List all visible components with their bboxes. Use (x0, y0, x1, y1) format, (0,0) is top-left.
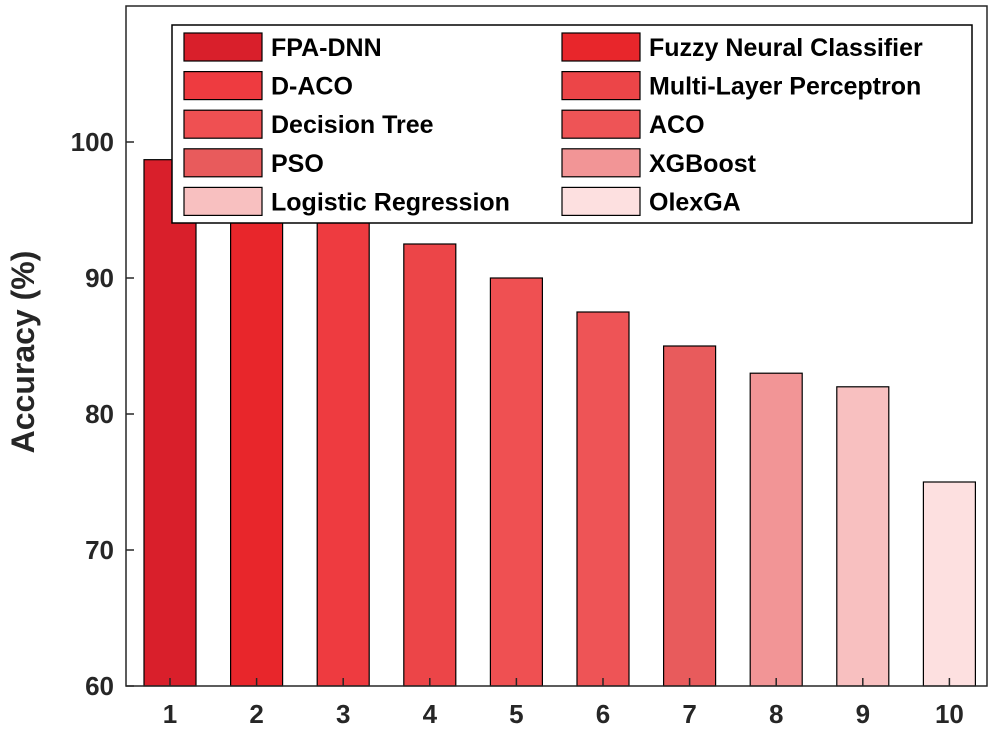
y-axis-title: Accuracy (%) (5, 251, 41, 454)
bar-10 (922, 481, 977, 687)
legend-swatch (561, 109, 641, 139)
bar-2 (230, 198, 284, 687)
bar-6 (576, 311, 630, 687)
legend: FPA-DNN Fuzzy Neural Classifier D-ACO Multi… (171, 24, 973, 224)
y-ticks-group: 60 70 80 90 100 (71, 127, 134, 701)
legend-swatch (183, 186, 263, 216)
x-tick-label-6: 6 (596, 699, 610, 729)
x-tick-label-4: 4 (423, 699, 438, 729)
legend-label: XGBoost (649, 150, 757, 178)
legend-label: Fuzzy Neural Classifier (649, 34, 923, 62)
legend-label: OlexGA (649, 188, 741, 216)
legend-swatch (561, 70, 641, 101)
x-tick-label-9: 9 (856, 699, 870, 729)
plot-frame (125, 5, 988, 687)
y-tick-label-70: 70 (85, 535, 114, 565)
bar-4 (403, 243, 457, 687)
y-tick-label-100: 100 (71, 127, 114, 157)
bar-9 (836, 386, 890, 687)
y-tick-label-90: 90 (85, 263, 114, 293)
x-tick-label-5: 5 (509, 699, 523, 729)
bar-5 (489, 277, 543, 687)
legend-swatch (183, 109, 263, 139)
legend-label: FPA-DNN (271, 34, 382, 62)
legend-swatch (561, 186, 641, 216)
legend-label: Multi-Layer Perceptron (649, 73, 921, 101)
legend-swatch (183, 148, 263, 178)
x-ticks-group: 1 2 3 4 5 6 7 8 9 10 (163, 678, 964, 729)
bar-1 (143, 159, 197, 687)
y-tick-label-60: 60 (85, 671, 114, 701)
legend-label: D-ACO (271, 73, 353, 101)
legend-swatch (183, 70, 263, 101)
x-tick-label-10: 10 (935, 699, 964, 729)
legend-label: PSO (271, 150, 324, 178)
x-tick-label-1: 1 (163, 699, 177, 729)
bar-8 (749, 372, 803, 687)
legend-swatch (561, 32, 641, 62)
legend-label: ACO (649, 111, 705, 139)
x-tick-label-8: 8 (769, 699, 783, 729)
bar-7 (662, 345, 717, 687)
y-tick-label-80: 80 (85, 399, 114, 429)
legend-swatch (183, 32, 263, 62)
x-tick-label-2: 2 (249, 699, 263, 729)
legend-label: Decision Tree (271, 111, 434, 139)
legend-swatch (561, 148, 641, 178)
x-tick-label-7: 7 (682, 699, 696, 729)
legend-label: Logistic Regression (271, 188, 510, 216)
x-tick-label-3: 3 (336, 699, 350, 729)
bars-group (143, 159, 977, 687)
bar-3 (316, 209, 370, 687)
